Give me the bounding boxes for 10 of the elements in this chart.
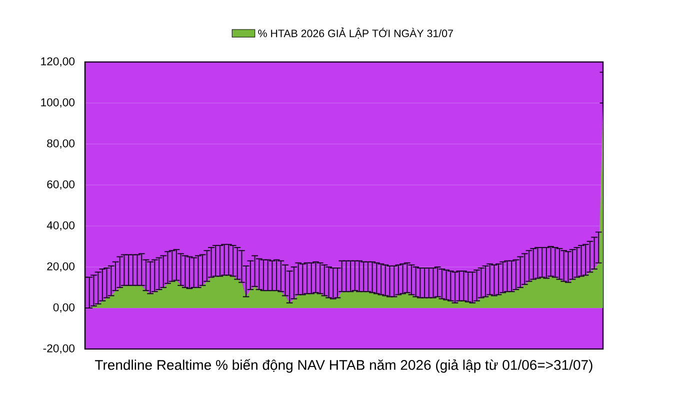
y-tick-label: 60,00	[47, 180, 75, 190]
x-axis-title: Trendline Realtime % biến động NAV HTAB năm 2026 (giả lập từ 01/06=>31/07)	[95, 359, 592, 373]
legend-label: % HTAB 2026 GIẢ LẬP TỚI NGÀY 31/07	[258, 28, 453, 39]
y-tick-label: 100,00	[41, 98, 75, 108]
y-tick-label: -20,00	[43, 344, 75, 354]
y-tick-label: 80,00	[47, 139, 75, 149]
y-tick-label: 40,00	[46, 221, 75, 231]
y-tick-label: 120,00	[41, 57, 75, 67]
y-tick-label: 0,00	[53, 303, 75, 313]
y-tick-label: 20,00	[47, 262, 75, 272]
